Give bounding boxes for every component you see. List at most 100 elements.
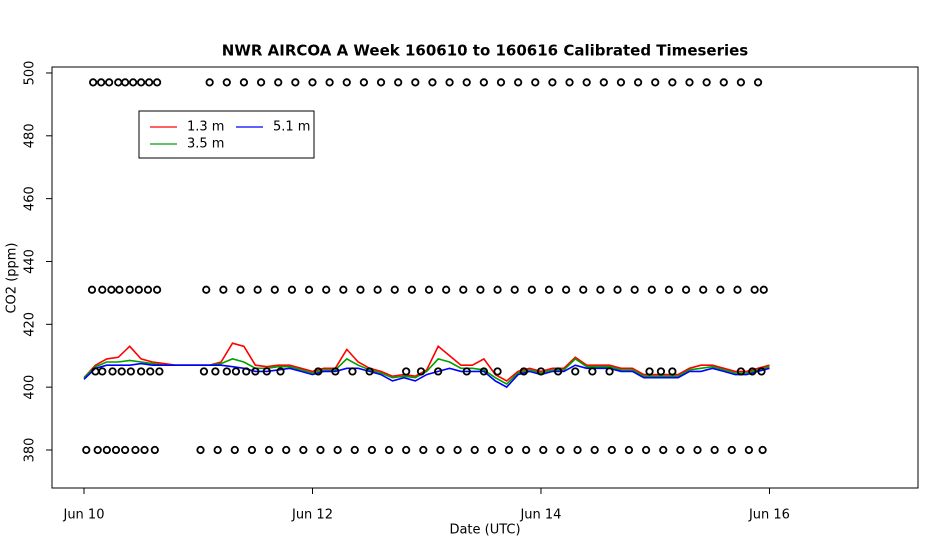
calibration-point (89, 78, 98, 87)
calibration-point (750, 285, 759, 294)
series-line (83, 362, 770, 389)
calibration-point (759, 285, 768, 294)
calibration-point (282, 445, 291, 455)
calibration-point (137, 367, 146, 376)
calibration-point (270, 285, 279, 294)
calibration-point (121, 78, 130, 87)
calibration-point (287, 285, 297, 294)
calibration-point (365, 367, 374, 376)
legend-label: 5.1 m (273, 120, 310, 135)
calibration-point (153, 78, 162, 87)
calibration-point (314, 367, 323, 376)
calibration-point (342, 78, 351, 87)
calibration-point (262, 367, 271, 376)
calibration-point (733, 285, 742, 294)
calibration-point (384, 445, 394, 455)
calibration-point (222, 78, 231, 87)
calibration-point (476, 285, 485, 294)
calibration-point (522, 445, 531, 455)
calibration-point (719, 78, 728, 87)
calibration-point (599, 78, 608, 87)
calibration-point (699, 285, 708, 294)
calibration-point (624, 445, 634, 455)
calibration-point (748, 367, 757, 376)
calibration-point (107, 285, 116, 294)
x-tick-label: Jun 10 (62, 508, 104, 523)
calibration-point (607, 445, 616, 455)
calibration-point (291, 78, 300, 87)
calibration-point (131, 445, 140, 455)
calibration-point (562, 285, 571, 294)
calibration-point (143, 285, 153, 294)
calibration-point (153, 285, 162, 294)
calibration-point (348, 367, 357, 376)
calibration-point (442, 285, 451, 294)
calibration-point (531, 78, 540, 87)
calibration-point (556, 445, 565, 455)
calibration-point (129, 78, 138, 87)
calibration-point (416, 367, 426, 376)
calibration-point (590, 445, 599, 455)
calibration-point (239, 78, 249, 87)
calibration-point (702, 78, 711, 87)
calibration-point (428, 78, 437, 87)
calibration-point (633, 78, 643, 87)
calibration-point (419, 445, 428, 455)
calibration-point (242, 367, 251, 376)
calibration-point (656, 367, 666, 376)
y-tick-label: 400 (23, 375, 38, 400)
calibration-point (668, 367, 677, 376)
calibration-point (402, 445, 411, 455)
calibration-point (616, 78, 626, 87)
calibration-point (539, 445, 548, 455)
calibration-point (645, 367, 654, 376)
calibration-point (613, 285, 622, 294)
calibration-point (253, 285, 262, 294)
calibration-point (299, 445, 308, 455)
calibration-point (98, 285, 107, 294)
calibration-point (356, 285, 365, 294)
calibration-point (333, 445, 342, 455)
calibration-point (394, 78, 403, 87)
calibration-point (496, 78, 506, 87)
calibration-point (573, 445, 582, 455)
calibration-point (222, 367, 231, 376)
calibration-point (605, 367, 614, 376)
calibration-point (710, 445, 719, 455)
calibration-point (251, 367, 260, 376)
calibration-point (82, 445, 91, 455)
calibration-point (402, 367, 411, 376)
calibration-point (117, 367, 126, 376)
calibration-point (744, 445, 754, 455)
calibration-point (579, 285, 588, 294)
x-tick-label: Jun 12 (291, 508, 333, 523)
plot-frame (51, 66, 919, 489)
calibration-point (462, 367, 471, 376)
legend-box (138, 110, 315, 159)
calibration-point (641, 445, 651, 455)
calibration-point (479, 367, 488, 376)
calibration-point (571, 367, 580, 376)
calibration-point (316, 445, 325, 455)
calibration-point (202, 285, 211, 294)
calibration-point (407, 285, 416, 294)
y-tick-label: 480 (23, 123, 38, 148)
calibration-point (140, 445, 149, 455)
y-tick-label: 500 (23, 61, 38, 86)
calibration-point (150, 445, 159, 455)
y-tick-label: 460 (23, 186, 38, 211)
calibration-point (664, 285, 674, 294)
calibration-point (137, 78, 146, 87)
calibration-point (236, 285, 245, 294)
calibration-point (436, 445, 445, 455)
calibration-point (736, 367, 746, 376)
calibration-point (504, 445, 514, 455)
calibration-point (647, 285, 656, 294)
calibration-point (108, 367, 117, 376)
legend-label: 1.3 m (187, 120, 224, 135)
calibration-point (373, 285, 382, 294)
calibration-point (325, 78, 334, 87)
calibration-point (459, 285, 468, 294)
